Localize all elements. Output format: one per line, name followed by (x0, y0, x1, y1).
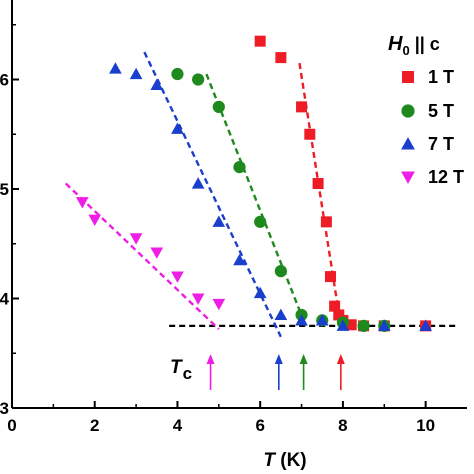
data-point-2 (212, 215, 226, 227)
data-point-2 (129, 67, 143, 80)
fit-line-2 (143, 51, 282, 338)
data-point-3 (150, 247, 164, 259)
tc-label: T (170, 357, 183, 378)
legend-marker-0 (402, 71, 414, 83)
legend-title-symbol: H (388, 33, 403, 55)
tc-arrow-head (336, 354, 345, 364)
legend-label-3: 12 T (428, 167, 464, 187)
data-point-1 (254, 215, 267, 228)
legend: H0 || c 1 T 5 T 7 T 12 T (388, 33, 464, 187)
data-point-0 (296, 101, 308, 113)
x-tick-label: 10 (416, 416, 435, 435)
legend-label-1: 5 T (428, 101, 454, 121)
data-point-2 (274, 308, 288, 320)
tc-arrow-head (299, 354, 308, 364)
tc-arrow-head (274, 354, 283, 364)
legend-marker-3 (401, 171, 415, 184)
data-point-3 (191, 293, 205, 305)
data-point-0 (275, 52, 287, 64)
data-point-1 (171, 67, 184, 81)
legend-title-subscript: 0 (402, 43, 409, 58)
data-point-0 (320, 216, 332, 228)
data-point-2 (109, 62, 122, 74)
data-point-2 (253, 286, 267, 299)
data-point-2 (419, 319, 432, 331)
x-tick-label: 2 (90, 416, 99, 435)
x-tick-label: 4 (173, 416, 183, 435)
fit-line-1 (205, 73, 307, 327)
data-point-2 (315, 314, 329, 326)
plot-area (64, 35, 459, 338)
data-point-0 (254, 35, 266, 47)
data-point-3 (129, 233, 143, 245)
legend-label-2: 7 T (428, 134, 454, 154)
data-point-0 (312, 178, 324, 190)
x-axis-title: T (K) (263, 450, 306, 471)
data-point-3 (88, 214, 102, 226)
x-axis-title-unit: (K) (275, 450, 307, 471)
data-point-0 (325, 271, 336, 283)
data-point-2 (191, 177, 205, 189)
legend-label-0: 1 T (428, 67, 454, 87)
data-point-1 (192, 73, 205, 86)
data-point-3 (212, 298, 226, 311)
x-tick-label: 6 (255, 416, 264, 435)
data-point-0 (329, 300, 341, 312)
data-point-2 (171, 122, 184, 134)
data-point-2 (295, 314, 308, 326)
data-point-3 (75, 197, 89, 209)
fit-line-3 (64, 182, 220, 331)
legend-marker-1 (401, 104, 415, 118)
x-axis-title-variable: T (263, 450, 276, 471)
y-tick-label: 4 (0, 290, 10, 309)
legend-marker-2 (401, 137, 415, 150)
y-tick-label: 5 (0, 180, 9, 199)
legend-title: H0 || c (388, 33, 440, 58)
data-point-2 (233, 253, 246, 266)
data-point-3 (171, 271, 184, 283)
data-point-1 (357, 319, 370, 332)
tc-arrow-head (206, 354, 215, 364)
data-point-2 (377, 319, 391, 331)
data-point-1 (233, 161, 246, 174)
x-tick-label: 8 (338, 416, 347, 435)
y-tick-label: 3 (0, 399, 9, 418)
data-point-2 (150, 78, 164, 91)
legend-title-condition: || c (410, 34, 440, 54)
x-tick-label: 0 (7, 416, 16, 435)
axes: 0 2 4 6 8 10 3 4 5 6 T (K) (0, 0, 467, 471)
data-point-2 (336, 319, 350, 331)
y-tick-label: 6 (0, 71, 9, 90)
data-point-1 (212, 100, 225, 113)
data-point-0 (345, 319, 357, 331)
tc-label-subscript: c (183, 364, 192, 383)
data-point-0 (304, 128, 316, 140)
data-point-1 (274, 265, 287, 278)
